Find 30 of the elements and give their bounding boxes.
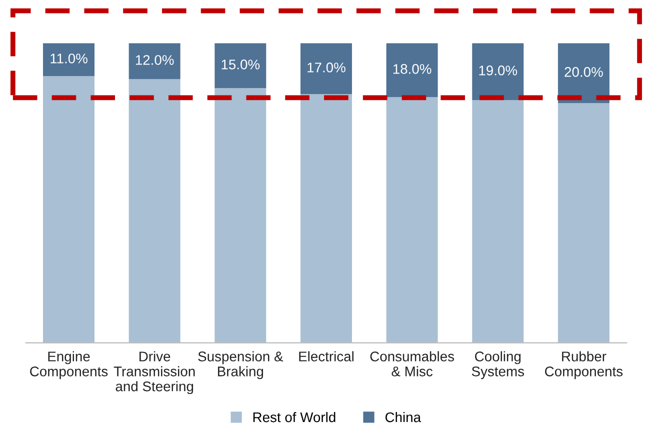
- bar: [472, 100, 524, 343]
- bar: [300, 94, 352, 343]
- x-tick-label: Engine Components: [30, 351, 108, 380]
- x-tick-label: Electrical: [299, 351, 354, 362]
- data-label: 18.0%: [393, 64, 432, 74]
- bar: [214, 88, 266, 343]
- data-label: 20.0%: [564, 67, 603, 77]
- legend-label: Rest of World: [253, 412, 336, 422]
- x-tick-label: Cooling Systems: [472, 351, 524, 380]
- data-label: 19.0%: [479, 66, 518, 76]
- bar: [128, 43, 180, 80]
- legend-label: China: [385, 412, 422, 422]
- bar: [214, 43, 266, 88]
- bar: [558, 43, 610, 104]
- data-label: 11.0%: [50, 54, 88, 64]
- bar: [43, 76, 94, 343]
- data-label: 15.0%: [222, 60, 260, 70]
- bar: [128, 79, 180, 343]
- bar: [386, 97, 438, 343]
- bar: [300, 43, 352, 94]
- bar: [558, 103, 610, 343]
- x-tick-label: Drive Transmission and Steering: [114, 351, 195, 394]
- bar: [43, 43, 94, 76]
- bar: [386, 43, 438, 98]
- x-tick-label: Consumables & Misc: [370, 351, 454, 376]
- bar: [472, 43, 524, 100]
- data-label: 12.0%: [136, 55, 174, 65]
- data-label: 17.0%: [308, 62, 346, 72]
- x-tick-label: Rubber Components: [545, 351, 623, 380]
- x-tick-label: Suspension & Braking: [198, 351, 284, 380]
